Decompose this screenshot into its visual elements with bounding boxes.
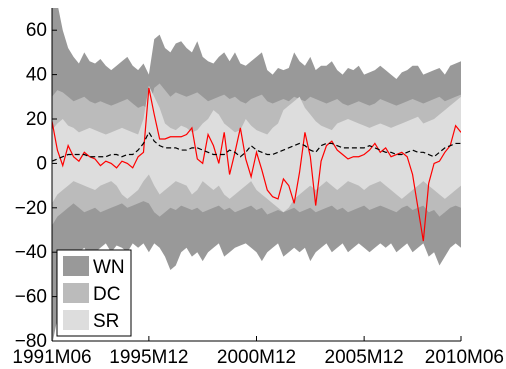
x-tick-label: 2000M12 [217, 347, 296, 368]
legend-swatch-dc [63, 283, 89, 303]
y-tick-label: 40 [26, 65, 47, 86]
legend-swatch-wn [63, 256, 89, 276]
x-tick-label: 1995M12 [109, 347, 188, 368]
series-line-solid [52, 87, 461, 242]
ticks-layer: −80 −60 −40 −20 0 20 40 60 1991M06 1995M12 2000M12… [12, 20, 504, 368]
y-tick-label: 60 [26, 20, 47, 41]
legend-swatch-sr [63, 310, 89, 330]
legend-label-wn: WN [93, 257, 125, 278]
x-tick-label: 1991M06 [12, 347, 91, 368]
legend: WN DC SR [56, 249, 132, 337]
legend-label-dc: DC [93, 284, 120, 305]
x-tick-label: 2005M12 [325, 347, 404, 368]
y-tick-label: −40 [15, 242, 47, 263]
series-line-dashed [52, 131, 461, 162]
legend-label-sr: SR [93, 311, 119, 332]
lines-layer [52, 87, 461, 242]
y-tick-label: −20 [15, 198, 47, 219]
y-tick-label: −60 [15, 287, 47, 308]
y-tick-label: −80 [15, 331, 47, 352]
y-tick-label: 0 [36, 153, 47, 174]
y-tick-label: 20 [26, 109, 47, 130]
x-tick-label: 2010M06 [425, 347, 504, 368]
